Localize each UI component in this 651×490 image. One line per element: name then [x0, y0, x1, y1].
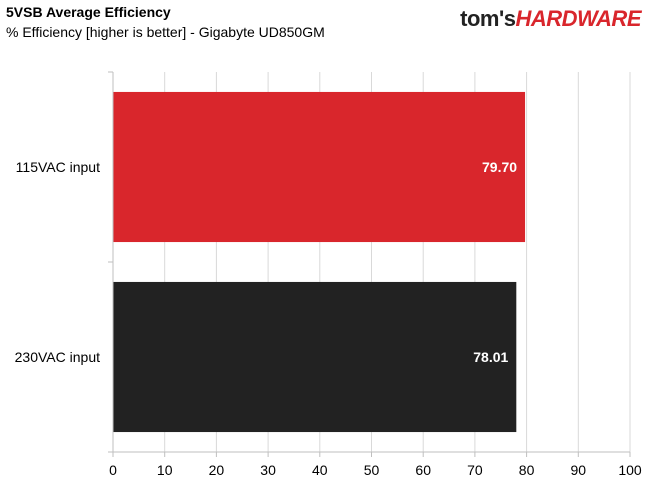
chart-title: 5VSB Average Efficiency [6, 4, 171, 20]
logo-part-hardware: HARDWARE [515, 6, 641, 31]
chart-subtitle: % Efficiency [higher is better] - Gigaby… [6, 23, 325, 40]
category-label: 115VAC input [16, 159, 100, 175]
bar-value-label: 79.70 [482, 159, 517, 175]
bar-115vac [113, 91, 526, 243]
x-tick-label: 70 [467, 462, 483, 478]
x-tick-label: 0 [109, 462, 117, 478]
x-tick-label: 80 [519, 462, 535, 478]
x-tick-label: 20 [209, 462, 225, 478]
bar-230vac [113, 281, 517, 433]
x-tick-label: 40 [312, 462, 328, 478]
x-tick-label: 90 [571, 462, 587, 478]
logo-part-toms: tom's [460, 6, 516, 31]
chart-header: 5VSB Average Efficiency % Efficiency [hi… [6, 4, 325, 41]
x-tick-label: 60 [415, 462, 431, 478]
x-tick-label: 50 [364, 462, 380, 478]
x-tick-label: 30 [260, 462, 276, 478]
category-label: 230VAC input [15, 349, 100, 365]
x-tick-label: 100 [618, 462, 642, 478]
toms-hardware-logo: tom'sHARDWARE [460, 6, 641, 32]
bar-value-label: 78.01 [473, 349, 508, 365]
x-tick-label: 10 [157, 462, 173, 478]
